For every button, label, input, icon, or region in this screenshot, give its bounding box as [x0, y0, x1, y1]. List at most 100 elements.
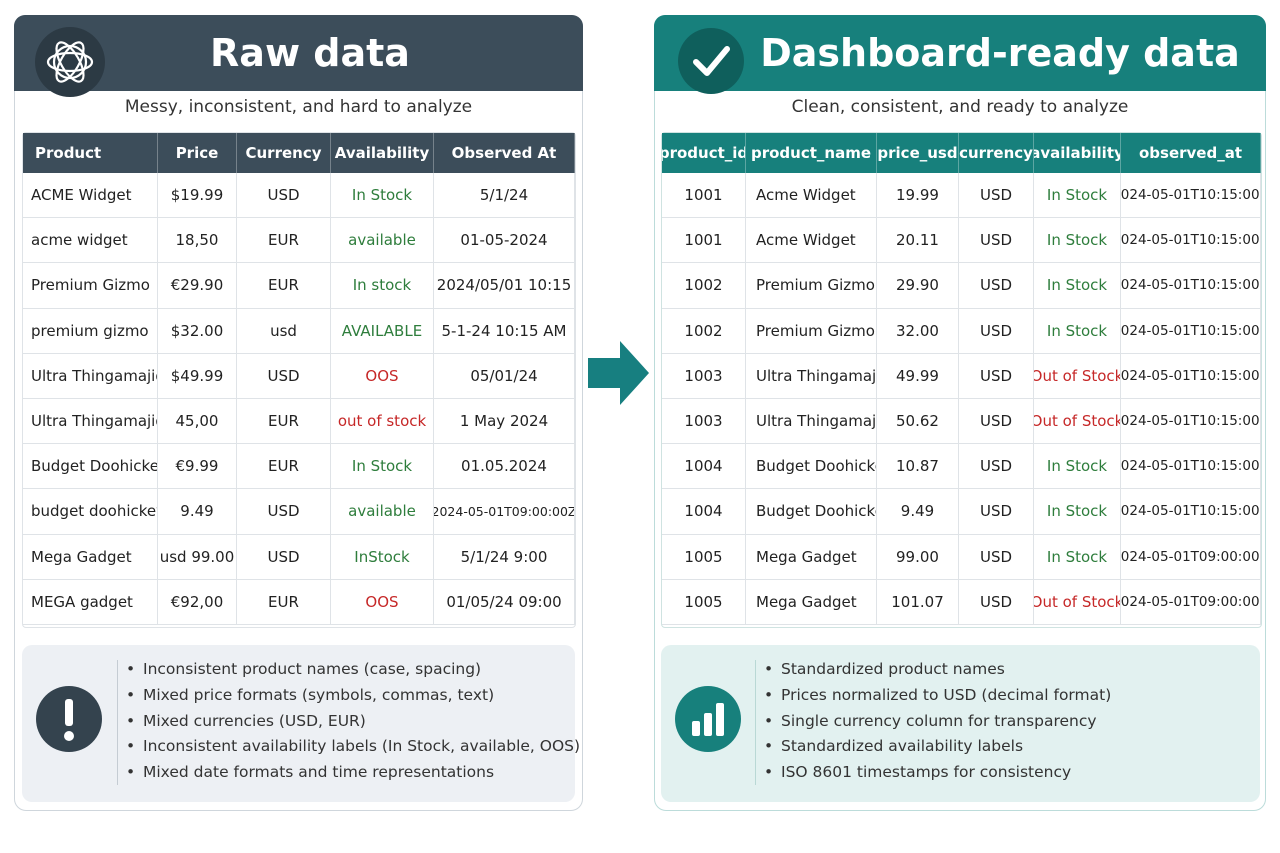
table-cell: MEGA gadget — [23, 579, 158, 625]
table-cell: available — [331, 218, 434, 264]
table-cell: €9.99 — [158, 444, 237, 490]
table-cell: 1002 — [662, 308, 746, 354]
table-cell: OOS — [331, 579, 434, 625]
column-header: Currency — [237, 133, 331, 173]
table-cell: USD — [959, 534, 1034, 580]
table-cell: 1003 — [662, 399, 746, 445]
table-cell: 1004 — [662, 489, 746, 535]
column-header: Availability — [331, 133, 434, 173]
raw-header — [14, 15, 583, 91]
table-cell: 5/1/24 — [434, 173, 575, 219]
table-cell: Ultra Thingamajig — [23, 399, 158, 445]
table-cell: 2024-05-01T09:00:00Z — [434, 489, 575, 535]
table-cell: USD — [959, 308, 1034, 354]
table-cell: 9.49 — [877, 489, 959, 535]
table-cell: 45,00 — [158, 399, 237, 445]
table-cell: 2024-05-01T10:15:00Z — [1121, 353, 1261, 399]
table-cell: 5/1/24 9:00 — [434, 534, 575, 580]
table-cell: In Stock — [331, 173, 434, 219]
note-item: Single currency column for transparency — [764, 712, 1097, 730]
table-cell: AVAILABLE — [331, 308, 434, 354]
table-cell: 50.62 — [877, 399, 959, 445]
table-cell: 2024-05-01T10:15:00Z — [1121, 489, 1261, 535]
raw-table: Product Price Currency Availability Observed… — [22, 132, 576, 628]
table-cell: EUR — [237, 579, 331, 625]
divider — [755, 660, 756, 785]
table-cell: In Stock — [1034, 218, 1121, 264]
table-cell: 2024-05-01T09:00:00Z — [1121, 534, 1261, 580]
table-cell: USD — [959, 579, 1034, 625]
table-cell: Ultra Thingamajig — [746, 399, 877, 445]
table-cell: Acme Widget — [746, 173, 877, 219]
table-cell: USD — [959, 353, 1034, 399]
table-cell: Budget Doohickey — [23, 444, 158, 490]
note-item: Prices normalized to USD (decimal format… — [764, 686, 1111, 704]
table-cell: In Stock — [1034, 308, 1121, 354]
table-cell: In Stock — [1034, 444, 1121, 490]
table-cell: In stock — [331, 263, 434, 309]
table-cell: 1001 — [662, 173, 746, 219]
table-cell: USD — [959, 399, 1034, 445]
table-cell: USD — [237, 534, 331, 580]
table-cell: Budget Doohickey — [746, 444, 877, 490]
table-cell: 1 May 2024 — [434, 399, 575, 445]
table-cell: InStock — [331, 534, 434, 580]
table-cell: ACME Widget — [23, 173, 158, 219]
table-cell: In Stock — [331, 444, 434, 490]
table-cell: 1005 — [662, 534, 746, 580]
table-cell: In Stock — [1034, 534, 1121, 580]
note-item: Standardized availability labels — [764, 737, 1023, 755]
table-cell: usd 99.00 — [158, 534, 237, 580]
raw-logo — [35, 27, 105, 97]
note-item: Inconsistent availability labels (In Sto… — [126, 737, 580, 755]
table-cell: premium gizmo — [23, 308, 158, 354]
table-cell: Ultra Thingamajig — [746, 353, 877, 399]
table-cell: Out of Stock — [1034, 399, 1121, 445]
column-header: Price — [158, 133, 237, 173]
chart-icon — [675, 686, 741, 752]
table-cell: 49.99 — [877, 353, 959, 399]
warning-icon — [36, 686, 102, 752]
table-cell: EUR — [237, 399, 331, 445]
table-cell: 2024-05-01T10:15:00Z — [1121, 308, 1261, 354]
table-cell: Out of Stock — [1034, 353, 1121, 399]
table-cell: 1005 — [662, 579, 746, 625]
raw-subtitle: Messy, inconsistent, and hard to analyze — [124, 97, 473, 117]
table-cell: In Stock — [1034, 173, 1121, 219]
table-cell: Budget Doohickey — [746, 489, 877, 535]
table-cell: 9.49 — [158, 489, 237, 535]
table-header — [662, 133, 1261, 173]
table-cell: USD — [237, 353, 331, 399]
table-cell: 01/05/24 09:00 — [434, 579, 575, 625]
table-cell: USD — [959, 173, 1034, 219]
table-cell: 2024-05-01T10:15:00Z — [1121, 173, 1261, 219]
table-cell: USD — [959, 444, 1034, 490]
column-header: availability — [1034, 133, 1121, 173]
table-header — [23, 133, 575, 173]
table-cell: 1003 — [662, 353, 746, 399]
table-cell: 2024/05/01 10:15 — [434, 263, 575, 309]
table-cell: In Stock — [1034, 489, 1121, 535]
table-cell: EUR — [237, 218, 331, 264]
table-cell: USD — [237, 173, 331, 219]
table-cell: Ultra Thingamajig — [23, 353, 158, 399]
column-header: price_usd — [877, 133, 959, 173]
check-icon — [678, 28, 744, 94]
table-cell: 2024-05-01T10:15:00Z — [1121, 218, 1261, 264]
note-item: ISO 8601 timestamps for consistency — [764, 763, 1071, 781]
table-cell: 1004 — [662, 444, 746, 490]
table-cell: 2024-05-01T10:15:00Z — [1121, 444, 1261, 490]
table-cell: 01.05.2024 — [434, 444, 575, 490]
table-cell: Mega Gadget — [746, 534, 877, 580]
table-cell: USD — [237, 489, 331, 535]
table-cell: 19.99 — [877, 173, 959, 219]
table-cell: 29.90 — [877, 263, 959, 309]
table-cell: In Stock — [1034, 263, 1121, 309]
table-cell: 1001 — [662, 218, 746, 264]
table-cell: $19.99 — [158, 173, 237, 219]
note-item: Inconsistent product names (case, spacin… — [126, 660, 481, 678]
divider — [117, 660, 118, 785]
table-cell: 1002 — [662, 263, 746, 309]
column-header: product_id — [662, 133, 746, 173]
